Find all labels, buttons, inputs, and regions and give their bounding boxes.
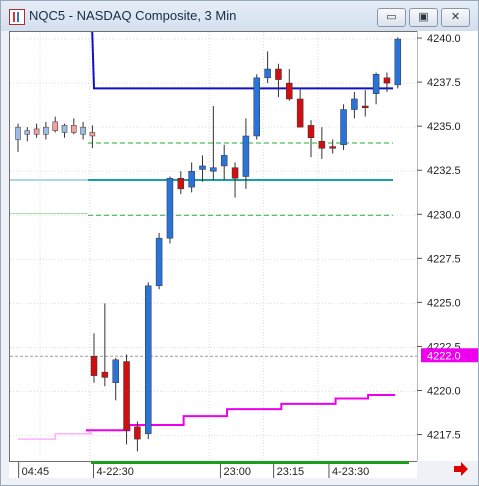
candle[interactable] — [90, 356, 98, 376]
last-price-marker — [421, 348, 478, 363]
candle[interactable] — [318, 141, 326, 149]
y-tick-label: 4232.5 — [427, 165, 461, 177]
candle[interactable] — [383, 77, 391, 84]
session-bar — [91, 461, 409, 464]
time-axis[interactable]: 04:45 4-22:30 23:00 23:15 4-23:30 — [9, 461, 417, 478]
x-tick-label: 23:15 — [277, 466, 305, 478]
candle[interactable] — [123, 361, 130, 431]
candle[interactable] — [340, 109, 347, 146]
magenta-step-line — [86, 394, 396, 432]
candle[interactable] — [372, 74, 380, 94]
y-tick-label: 4237.5 — [427, 77, 461, 89]
candle[interactable] — [329, 146, 336, 149]
early-candle[interactable] — [52, 121, 58, 131]
candle[interactable] — [112, 359, 119, 383]
chart-app-icon — [9, 9, 25, 25]
early-candle[interactable] — [80, 126, 86, 135]
x-tick-label: 04:45 — [22, 466, 50, 478]
candle[interactable] — [220, 155, 228, 167]
candle[interactable] — [296, 98, 304, 128]
maximize-icon: ▣ — [418, 11, 429, 23]
title-bar[interactable]: NQC5 - NASDAQ Composite, 3 Min ▭ ▣ ✕ — [1, 1, 478, 31]
close-button[interactable]: ✕ — [441, 8, 470, 27]
candle[interactable] — [242, 135, 250, 177]
time-axis-svg: 04:45 4-22:30 23:00 23:15 4-23:30 — [18, 462, 369, 478]
candle[interactable] — [145, 285, 152, 435]
y-tick-label: 4217.5 — [427, 430, 461, 442]
arrow-right-icon[interactable] — [453, 462, 469, 476]
early-candle[interactable] — [61, 125, 68, 133]
x-tick-label: 23:00 — [223, 466, 251, 478]
y-tick-label: 4235.0 — [427, 121, 461, 133]
early-candle[interactable] — [33, 128, 40, 135]
candle[interactable] — [264, 68, 271, 79]
candle[interactable] — [394, 38, 402, 86]
window-title: NQC5 - NASDAQ Composite, 3 Min — [29, 8, 237, 23]
minimize-icon: ▭ — [386, 11, 397, 23]
early-candle[interactable] — [43, 126, 49, 135]
candle[interactable] — [362, 105, 369, 109]
candle[interactable] — [134, 426, 141, 440]
price-axis-svg: 4240.0 4237.5 4235.0 4232.5 4230.0 4227.5 4225… — [416, 31, 478, 461]
minimize-button[interactable]: ▭ — [377, 8, 406, 27]
early-candle[interactable] — [15, 126, 21, 140]
y-tick-label: 4240.0 — [427, 33, 461, 45]
y-tick-label: 4230.0 — [427, 209, 461, 221]
candle[interactable] — [231, 167, 239, 179]
early-candle[interactable] — [24, 130, 31, 135]
candle[interactable] — [286, 82, 293, 100]
pink-step-line — [18, 429, 93, 440]
price-axis[interactable]: 4240.0 4237.5 4235.0 4232.5 4230.0 4227.5 4225… — [416, 31, 478, 461]
x-tick-label: 4-23:30 — [332, 466, 369, 478]
y-tick-label: 4227.5 — [427, 253, 461, 265]
candle[interactable] — [101, 371, 109, 378]
candle[interactable] — [199, 165, 206, 170]
close-icon: ✕ — [450, 11, 461, 23]
last-price-label: 4222.0 — [427, 350, 461, 362]
candle[interactable] — [275, 68, 282, 80]
x-tick-label: 4-22:30 — [97, 466, 134, 478]
candle[interactable] — [351, 98, 358, 110]
early-candle[interactable] — [89, 132, 96, 137]
y-tick-label: 4220.0 — [427, 386, 461, 398]
candle[interactable] — [253, 77, 260, 137]
candle[interactable] — [177, 178, 185, 190]
candle[interactable] — [166, 178, 174, 239]
candle[interactable] — [210, 167, 217, 172]
candle[interactable] — [155, 237, 163, 287]
candle[interactable] — [307, 125, 315, 138]
y-tick-label: 4225.0 — [427, 297, 461, 309]
candle[interactable] — [188, 170, 195, 188]
price-chart-svg — [10, 24, 418, 462]
early-candle[interactable] — [71, 125, 77, 133]
blue-level-line — [91, 24, 393, 90]
maximize-button[interactable]: ▣ — [409, 8, 438, 27]
plot-area[interactable] — [9, 24, 418, 462]
